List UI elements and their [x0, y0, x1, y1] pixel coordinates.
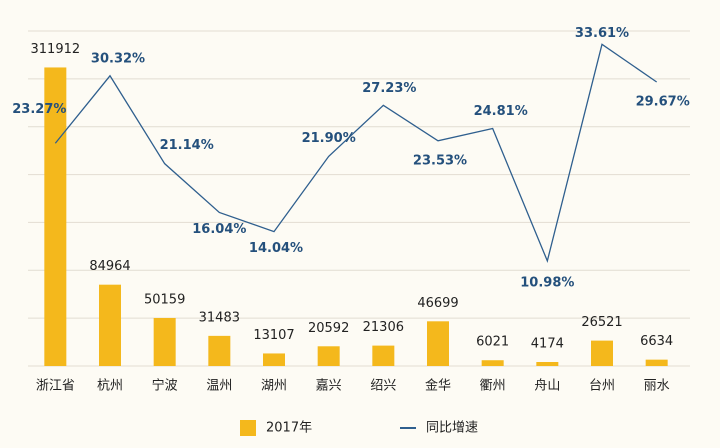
line	[54, 43, 658, 263]
bar	[591, 340, 613, 366]
bar-value-label: 46699	[417, 296, 458, 311]
bar-value-label: 84964	[89, 259, 130, 274]
bar-value-label: 31483	[199, 310, 240, 325]
x-tick-label: 丽水	[644, 379, 670, 394]
bar	[645, 359, 668, 366]
legend-label: 同比增速	[426, 421, 478, 436]
bar-value-label: 311912	[31, 42, 81, 57]
line-value-label: 21.14%	[160, 138, 214, 153]
bar	[372, 345, 395, 366]
bar-value-label: 50159	[144, 292, 185, 307]
bar-value-label: 6021	[476, 335, 509, 350]
line-value-label: 29.67%	[636, 95, 690, 110]
bar	[317, 346, 340, 366]
legend-swatch	[240, 420, 256, 436]
line-value-label: 14.04%	[249, 241, 303, 256]
bar	[427, 321, 449, 366]
x-tick-label: 舟山	[534, 379, 560, 394]
bar-value-label: 13107	[253, 328, 294, 343]
bar-value-label: 21306	[363, 320, 404, 335]
legend-label: 2017年	[266, 421, 312, 436]
bar-value-label: 6634	[640, 334, 673, 349]
line-value-label: 30.32%	[91, 51, 145, 66]
line-value-label: 16.04%	[192, 222, 246, 237]
bar	[99, 284, 121, 366]
bar	[481, 360, 504, 366]
line-value-label: 24.81%	[474, 104, 528, 119]
x-tick-label: 浙江省	[36, 379, 75, 394]
x-tick-label: 台州	[589, 379, 615, 394]
x-tick-label: 衢州	[480, 379, 506, 394]
line-value-label: 27.23%	[362, 81, 416, 96]
bar-value-label: 26521	[581, 315, 622, 330]
bar	[263, 353, 285, 366]
line-value-label: 23.53%	[413, 153, 467, 168]
bar	[208, 335, 231, 366]
line-value-label: 21.90%	[302, 131, 356, 146]
x-tick-label: 金华	[425, 378, 451, 394]
x-tick-label: 湖州	[261, 379, 287, 394]
bar-value-label: 20592	[308, 321, 349, 336]
line-value-label: 33.61%	[575, 26, 629, 41]
x-tick-label: 温州	[206, 379, 232, 394]
bar-value-label: 4174	[531, 337, 564, 352]
bar	[536, 362, 559, 366]
x-tick-label: 杭州	[97, 379, 123, 394]
x-tick-label: 绍兴	[370, 379, 396, 394]
line-value-label: 10.98%	[520, 275, 574, 290]
bar	[153, 317, 176, 366]
line-value-label: 23.27%	[12, 102, 66, 117]
x-tick-label: 嘉兴	[316, 379, 342, 394]
bar	[44, 67, 67, 366]
x-tick-label: 宁波	[152, 378, 178, 394]
